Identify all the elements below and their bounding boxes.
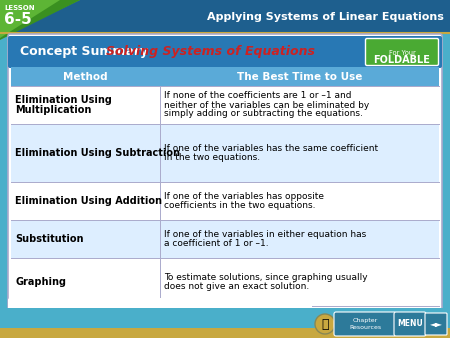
FancyBboxPatch shape [8,36,442,68]
Text: MENU: MENU [397,319,423,329]
Bar [0,0,450,33]
FancyBboxPatch shape [8,298,312,312]
Text: a coefficient of 1 or –1.: a coefficient of 1 or –1. [164,239,269,248]
Text: Substitution: Substitution [15,234,84,244]
Text: Method: Method [63,72,108,81]
Bar [11,124,439,182]
Text: ◄►: ◄► [429,319,442,329]
Text: coefficients in the two equations.: coefficients in the two equations. [164,201,315,210]
Bar [0,328,450,338]
Bar [11,182,439,220]
FancyBboxPatch shape [365,39,438,66]
Bar [0,308,450,338]
Text: FOLDABLE: FOLDABLE [374,55,431,65]
Circle shape [315,314,335,334]
Bar [11,67,439,86]
Bar [11,220,439,258]
FancyBboxPatch shape [334,312,396,336]
Text: does not give an exact solution.: does not give an exact solution. [164,282,309,291]
Text: Elimination Using: Elimination Using [15,95,112,105]
Text: Elimination Using Subtraction: Elimination Using Subtraction [15,148,180,158]
Text: LESSON: LESSON [4,5,35,11]
FancyBboxPatch shape [425,313,447,335]
Text: Multiplication: Multiplication [15,105,91,115]
Text: Concept Summary: Concept Summary [20,45,148,57]
Text: If one of the variables has the same coefficient: If one of the variables has the same coe… [164,144,378,153]
Text: If one of the variables in either equation has: If one of the variables in either equati… [164,230,366,239]
Polygon shape [0,0,80,40]
Text: Graphing: Graphing [15,277,66,287]
Text: Applying Systems of Linear Equations: Applying Systems of Linear Equations [207,12,444,22]
Bar [11,86,439,124]
Text: Chapter
Resources: Chapter Resources [349,318,381,330]
Text: 6-5: 6-5 [4,11,32,26]
FancyBboxPatch shape [394,312,426,336]
Polygon shape [0,0,80,38]
Text: For Your: For Your [389,50,415,56]
Text: simply adding or subtracting the equations.: simply adding or subtracting the equatio… [164,110,363,119]
Text: Elimination Using Addition: Elimination Using Addition [15,196,162,206]
Text: neither of the variables can be eliminated by: neither of the variables can be eliminat… [164,100,369,110]
Bar [11,258,439,306]
Text: The Best Time to Use: The Best Time to Use [237,72,362,81]
Text: 🌐: 🌐 [321,317,329,331]
Text: To estimate solutions, since graphing usually: To estimate solutions, since graphing us… [164,273,368,282]
Text: Solving Systems of Equations: Solving Systems of Equations [105,45,315,57]
FancyBboxPatch shape [8,34,442,310]
Text: in the two equations.: in the two equations. [164,153,260,162]
Text: If none of the coefficients are 1 or –1 and: If none of the coefficients are 1 or –1 … [164,92,351,100]
Text: If one of the variables has opposite: If one of the variables has opposite [164,192,324,201]
